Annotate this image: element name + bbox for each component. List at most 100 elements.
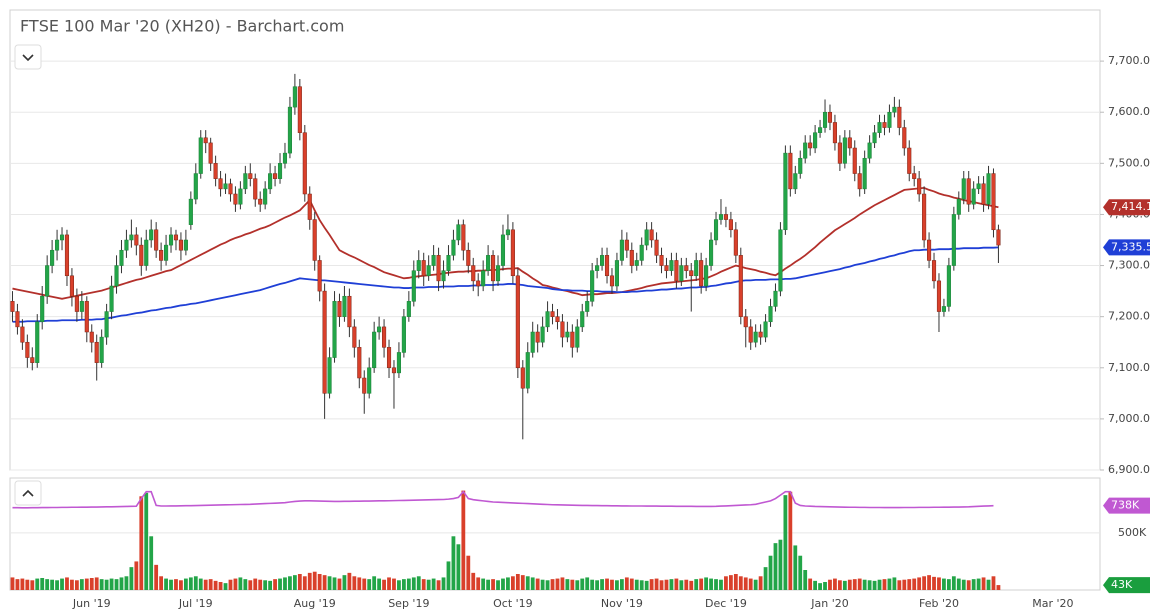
volume-bar bbox=[25, 579, 30, 590]
candle-body bbox=[386, 347, 392, 369]
candle-body bbox=[793, 173, 798, 190]
candle-body bbox=[471, 265, 476, 282]
volume-bar bbox=[738, 576, 743, 590]
volume-bar bbox=[629, 578, 634, 590]
volume-bar bbox=[55, 580, 59, 590]
candle-body bbox=[689, 270, 694, 277]
candle-body bbox=[243, 173, 248, 190]
y-tick-label: 7,200.0 bbox=[1108, 310, 1150, 323]
volume-bar bbox=[332, 577, 337, 590]
volume-bar bbox=[709, 578, 713, 590]
candle-body bbox=[520, 367, 525, 389]
volume-bar bbox=[560, 577, 565, 590]
candle-body bbox=[931, 260, 937, 282]
volume-bar bbox=[669, 579, 674, 590]
candle-body bbox=[287, 106, 292, 154]
candle-body bbox=[827, 111, 833, 123]
candle-body bbox=[783, 152, 788, 231]
volume-bar bbox=[768, 555, 773, 590]
volume-bar bbox=[803, 570, 808, 590]
candle-body bbox=[263, 188, 268, 205]
y-tick-label: 7,500.0 bbox=[1108, 156, 1150, 169]
volume-bar bbox=[753, 579, 758, 590]
candle-body bbox=[510, 229, 515, 277]
volume-bar bbox=[451, 536, 456, 590]
candle-body bbox=[788, 152, 793, 190]
volume-bar bbox=[515, 574, 520, 590]
candle-body bbox=[530, 331, 535, 353]
volume-bar bbox=[144, 492, 149, 590]
candle-body bbox=[491, 255, 496, 282]
volume-bar bbox=[763, 567, 768, 590]
candle-body bbox=[892, 106, 897, 113]
candle-body bbox=[624, 239, 629, 251]
candle-body bbox=[773, 290, 778, 307]
price-badge-shape bbox=[1103, 239, 1150, 256]
x-tick-label: Jun '19 bbox=[72, 597, 111, 610]
candle-body bbox=[178, 239, 183, 251]
volume-bar bbox=[84, 578, 89, 590]
price-badge: 7,335.5 bbox=[1111, 240, 1152, 253]
candle-body bbox=[600, 255, 605, 266]
candle-body bbox=[208, 142, 213, 164]
volume-bar bbox=[70, 579, 74, 590]
volume-bar bbox=[149, 536, 154, 590]
candle-body bbox=[699, 260, 704, 287]
candle-body bbox=[74, 295, 79, 312]
volume-bar bbox=[966, 580, 971, 590]
volume-bar bbox=[486, 579, 491, 590]
volume-bar bbox=[431, 578, 436, 590]
volume-bar bbox=[976, 578, 981, 590]
volume-bar bbox=[927, 575, 931, 590]
volume-bar bbox=[228, 579, 233, 590]
candle-body bbox=[59, 234, 65, 241]
candle-body bbox=[168, 234, 174, 246]
volume-bar bbox=[154, 564, 159, 590]
volume-bar bbox=[956, 578, 961, 590]
volume-bar bbox=[238, 577, 243, 590]
volume-bar bbox=[60, 578, 64, 590]
candle-body bbox=[89, 331, 94, 343]
volume-bar bbox=[74, 580, 79, 590]
volume-bar bbox=[302, 576, 307, 590]
volume-bar bbox=[203, 579, 208, 590]
volume-bar bbox=[714, 579, 718, 590]
candle-body bbox=[436, 255, 441, 282]
expand-button[interactable] bbox=[14, 480, 42, 506]
volume-bar bbox=[828, 579, 832, 590]
candle-body bbox=[134, 234, 139, 246]
volume-bar bbox=[213, 580, 218, 590]
volume-bar bbox=[258, 579, 263, 590]
volume-bar bbox=[857, 578, 862, 590]
volume-bar bbox=[481, 578, 486, 590]
candle-body bbox=[515, 275, 520, 369]
volume-bar bbox=[902, 579, 907, 590]
volume-bar bbox=[456, 544, 461, 590]
candle-body bbox=[337, 301, 342, 317]
candle-body bbox=[728, 219, 733, 231]
candle-body bbox=[154, 229, 159, 251]
candle-body bbox=[575, 326, 580, 348]
candle-body bbox=[352, 326, 357, 348]
collapse-button[interactable] bbox=[14, 44, 42, 70]
candle-body bbox=[223, 183, 228, 190]
candle-body bbox=[233, 193, 238, 205]
volume-bar bbox=[996, 585, 1001, 590]
volume-bar bbox=[813, 580, 818, 590]
volume-bar bbox=[218, 582, 223, 590]
candle-body bbox=[867, 142, 872, 159]
volume-bar bbox=[649, 579, 654, 590]
volume-bar bbox=[907, 579, 912, 590]
candle-body bbox=[704, 265, 709, 287]
volume-bar bbox=[174, 579, 178, 590]
volume-bar bbox=[971, 579, 976, 590]
volume-bar bbox=[788, 491, 793, 590]
volume-bar bbox=[10, 577, 15, 590]
candle-body bbox=[966, 178, 971, 205]
candle-body bbox=[55, 239, 60, 251]
volume-bar bbox=[808, 578, 813, 590]
volume-bar bbox=[372, 576, 377, 590]
volume-bar bbox=[233, 578, 238, 590]
candle-body bbox=[273, 173, 278, 179]
volume-bar bbox=[634, 579, 639, 590]
